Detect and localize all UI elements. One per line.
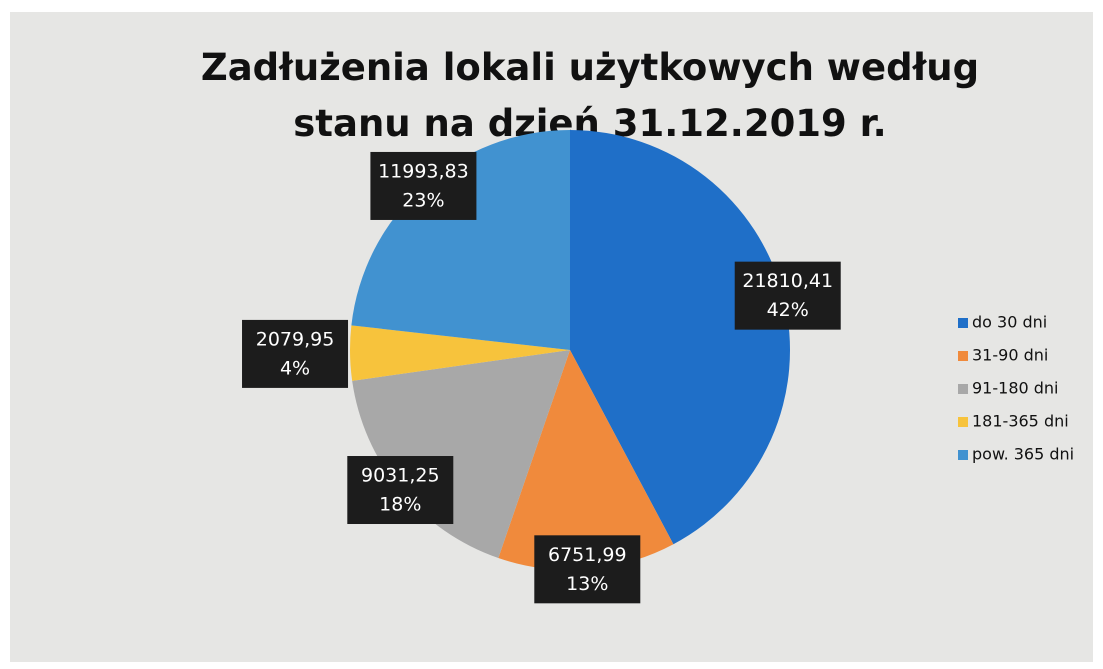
pie-slice [350, 325, 570, 381]
legend-label: 31-90 dni [972, 346, 1048, 365]
data-label-value: 11993,83 [378, 160, 469, 182]
data-label-percent: 13% [566, 573, 608, 595]
legend-swatch [958, 450, 968, 460]
legend-label: pow. 365 dni [972, 445, 1074, 464]
data-label: 9031,25 18% [347, 456, 454, 525]
data-label-box [242, 319, 349, 388]
data-label: 6751,99 13% [534, 535, 641, 604]
pie-slice [352, 350, 570, 558]
legend-label: 181-365 dni [972, 412, 1069, 431]
data-label-value: 21810,41 [742, 270, 833, 292]
data-label-value: 9031,25 [361, 465, 440, 487]
pie-slice [498, 350, 674, 570]
data-label: 21810,41 42% [734, 261, 841, 330]
data-label-box [347, 456, 454, 525]
legend-swatch [958, 384, 968, 394]
data-label-percent: 23% [402, 189, 444, 211]
data-label-box [370, 151, 477, 220]
data-label-box [534, 535, 641, 604]
data-label-percent: 4% [280, 357, 310, 379]
legend-label: do 30 dni [972, 313, 1047, 332]
pie-slice [351, 130, 570, 350]
data-label-value: 6751,99 [548, 544, 627, 566]
data-label: 2079,95 4% [242, 319, 349, 388]
legend-label: 91-180 dni [972, 379, 1059, 398]
data-label-value: 2079,95 [256, 328, 335, 350]
data-label-percent: 18% [379, 494, 421, 516]
data-label: 11993,83 23% [370, 151, 477, 220]
chart-title: Zadłużenia lokali użytkowych według stan… [200, 46, 980, 145]
pie-slice [570, 130, 791, 545]
data-label-percent: 42% [767, 299, 809, 321]
legend-swatch [958, 417, 968, 427]
legend-swatch [958, 318, 968, 328]
data-label-box [734, 261, 841, 330]
legend-swatch [958, 351, 968, 361]
